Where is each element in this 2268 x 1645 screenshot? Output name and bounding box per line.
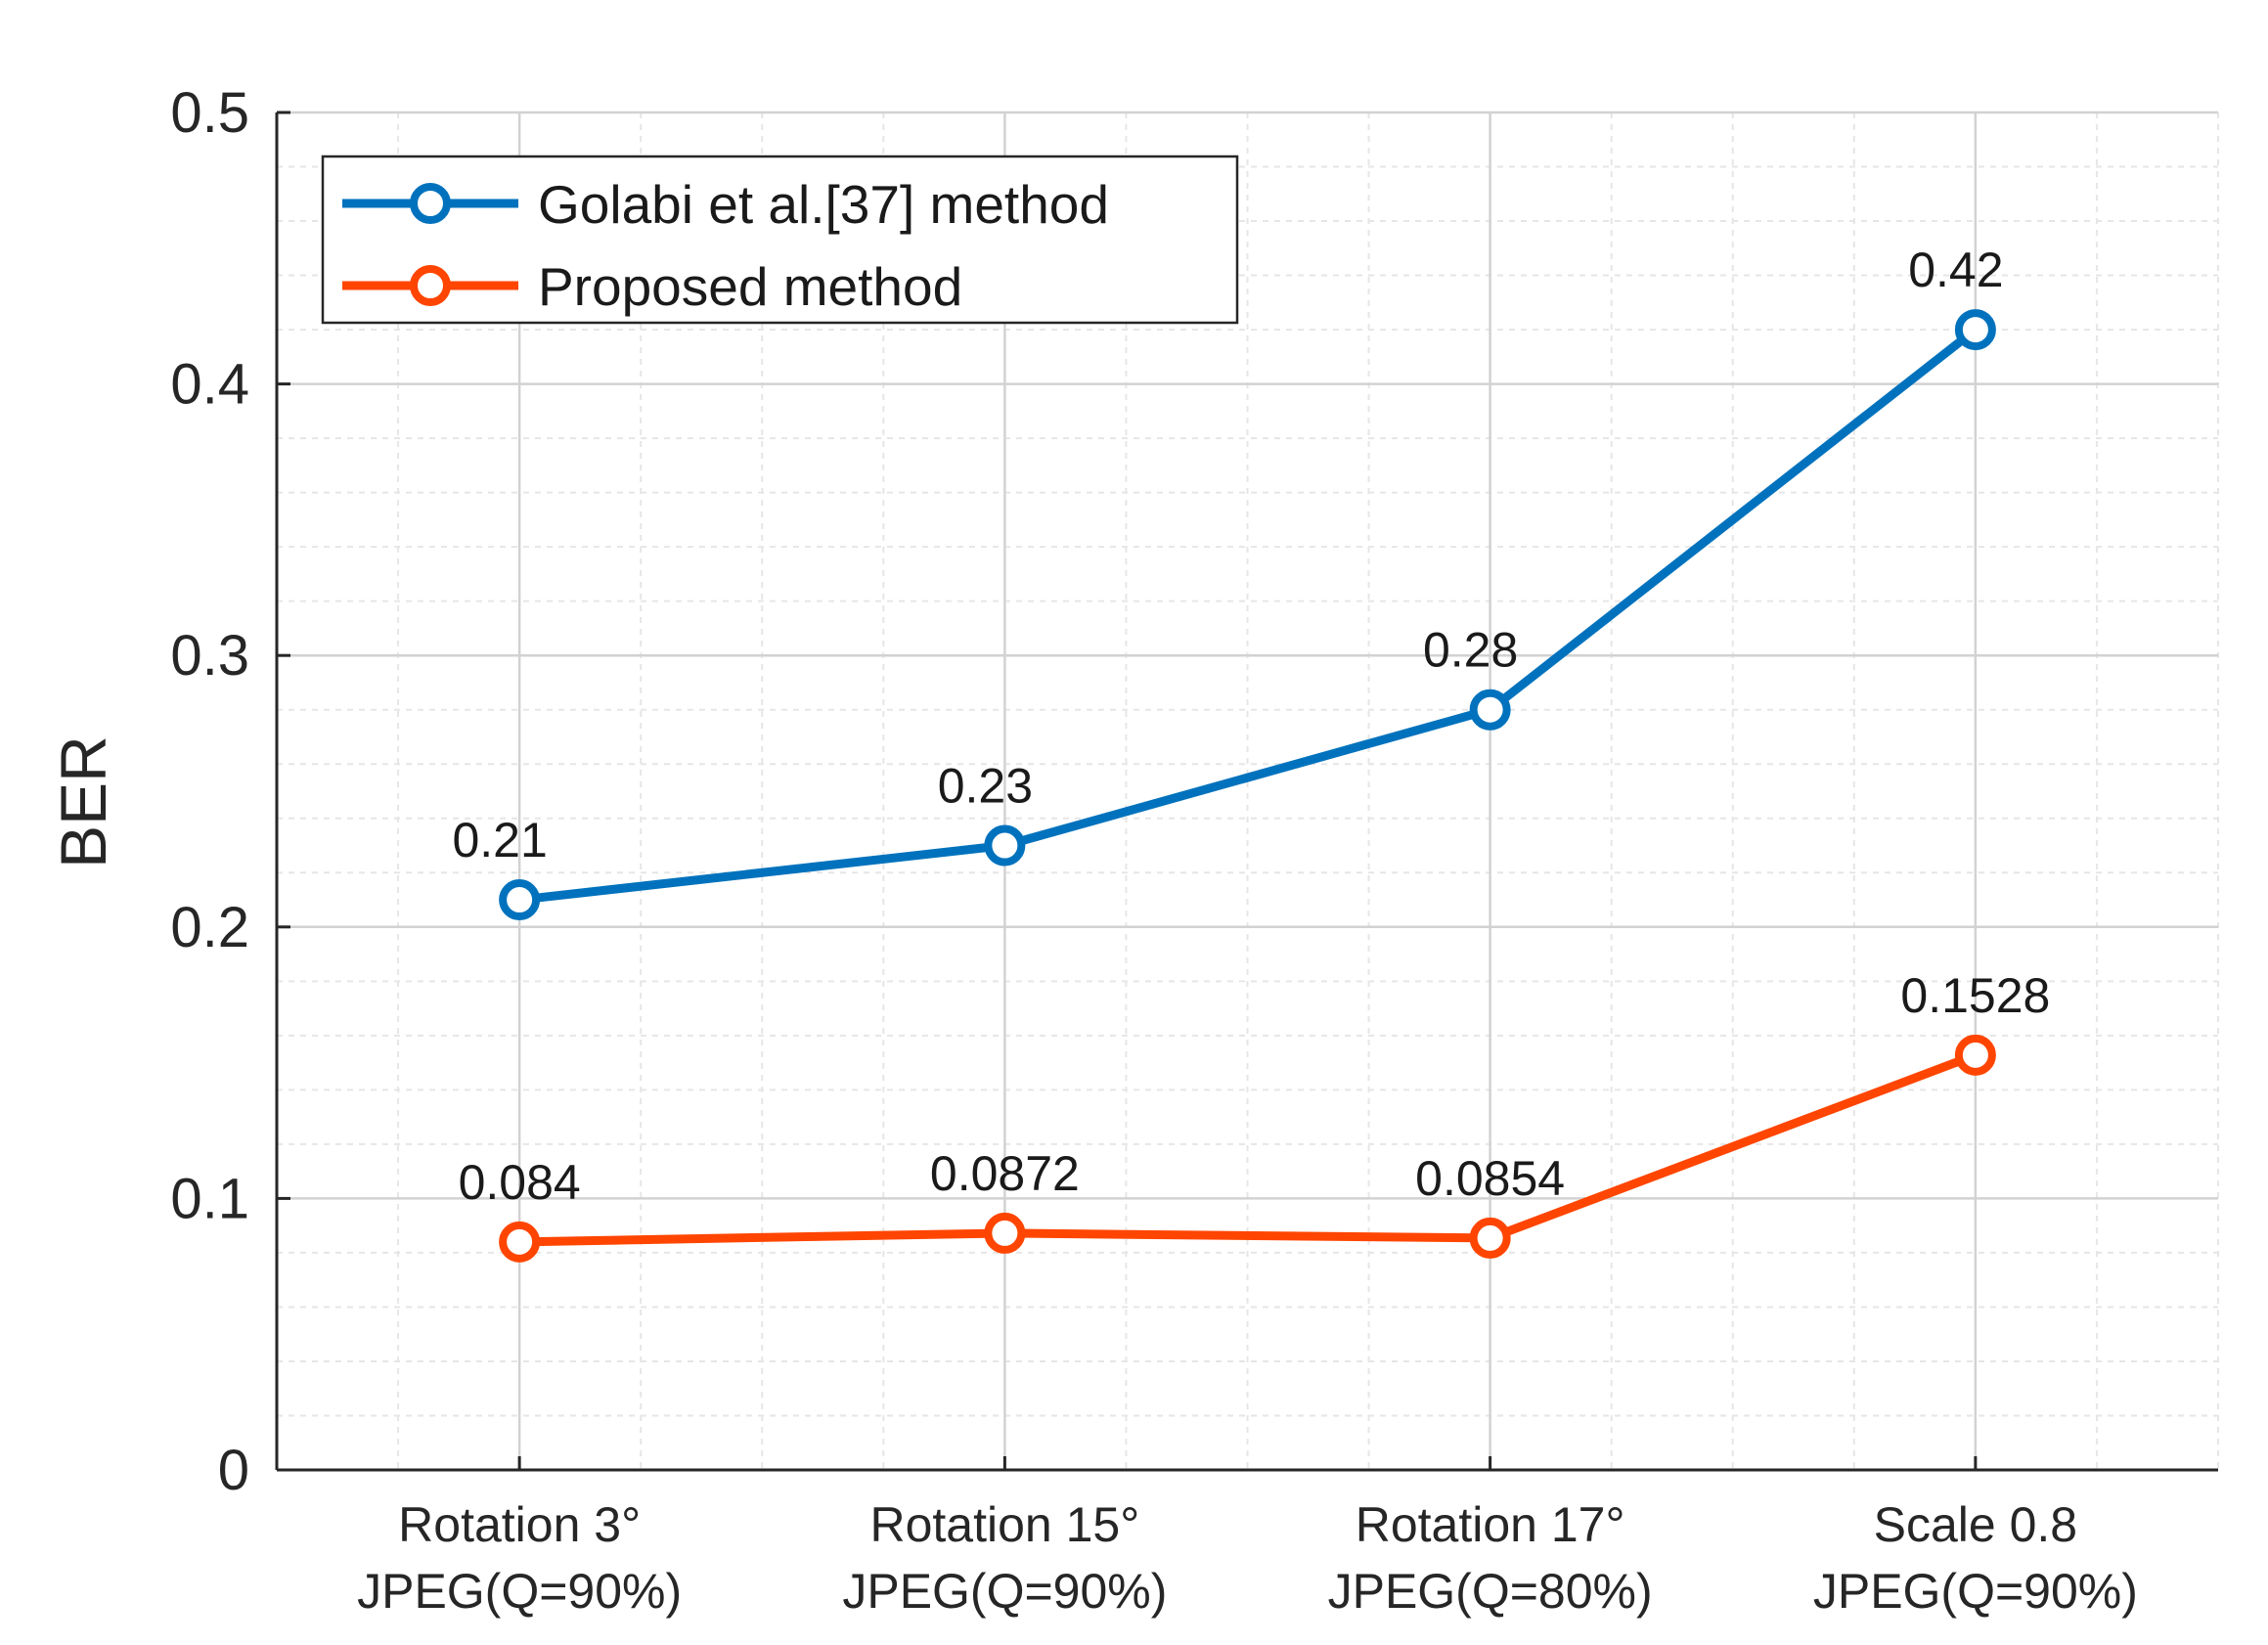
x-tick-label: Rotation 15°	[870, 1497, 1140, 1552]
data-label: 0.0872	[930, 1146, 1080, 1201]
x-tick-label: JPEG(Q=90%)	[357, 1564, 682, 1619]
data-label: 0.0854	[1415, 1151, 1565, 1206]
axes	[275, 111, 2218, 1472]
data-label: 0.1528	[1900, 968, 2050, 1023]
y-tick-label: 0.4	[170, 353, 249, 417]
data-point	[984, 1212, 1026, 1254]
y-tick-label: 0.2	[170, 896, 249, 959]
x-tick-label: JPEG(Q=90%)	[842, 1564, 1167, 1619]
data-point	[1469, 1217, 1511, 1259]
series-line-2	[519, 1050, 1978, 1247]
data-point	[1469, 689, 1511, 731]
data-label: 0.28	[1423, 623, 1518, 678]
data-labels: 0.21 0.23 0.28 0.42 0.084 0.0872 0.0854 0.1528	[452, 243, 2050, 1210]
legend-marker	[410, 183, 451, 224]
x-tick-label: Rotation 3°	[398, 1497, 641, 1552]
y-tick-label: 0.1	[170, 1167, 249, 1230]
x-tick-label: JPEG(Q=80%)	[1328, 1564, 1653, 1619]
major-grid	[277, 111, 2218, 1470]
x-tick-label: JPEG(Q=90%)	[1813, 1564, 2138, 1619]
x-tick-label: Scale 0.8	[1874, 1497, 2077, 1552]
data-point	[1954, 309, 1996, 351]
data-point	[984, 824, 1026, 867]
data-point	[499, 879, 541, 921]
y-tick-label: 0.5	[170, 81, 249, 145]
x-tick-labels: Rotation 3° JPEG(Q=90%) Rotation 15° JPEG(Q…	[357, 1497, 2138, 1619]
series-layer	[499, 309, 1996, 1263]
x-tick-label: Rotation 17°	[1356, 1497, 1625, 1552]
data-label: 0.21	[452, 813, 547, 867]
data-point	[499, 1221, 541, 1263]
legend: Golabi et al.[37] method Proposed method	[321, 155, 1239, 325]
legend-box	[321, 155, 1239, 325]
series-line-1	[518, 326, 1979, 905]
data-point	[1954, 1034, 1996, 1076]
y-tick-labels: 0 0.1 0.2 0.3 0.4 0.5	[170, 81, 249, 1502]
legend-entry: Proposed method	[538, 256, 962, 317]
legend-marker	[410, 265, 451, 306]
data-label: 0.42	[1908, 243, 2003, 297]
y-tick-label: 0.3	[170, 624, 249, 688]
y-tick-label: 0	[218, 1439, 249, 1502]
data-label: 0.23	[938, 759, 1033, 814]
data-label: 0.084	[459, 1155, 581, 1210]
y-axis-title: BER	[47, 735, 119, 868]
legend-entry: Golabi et al.[37] method	[538, 174, 1109, 235]
